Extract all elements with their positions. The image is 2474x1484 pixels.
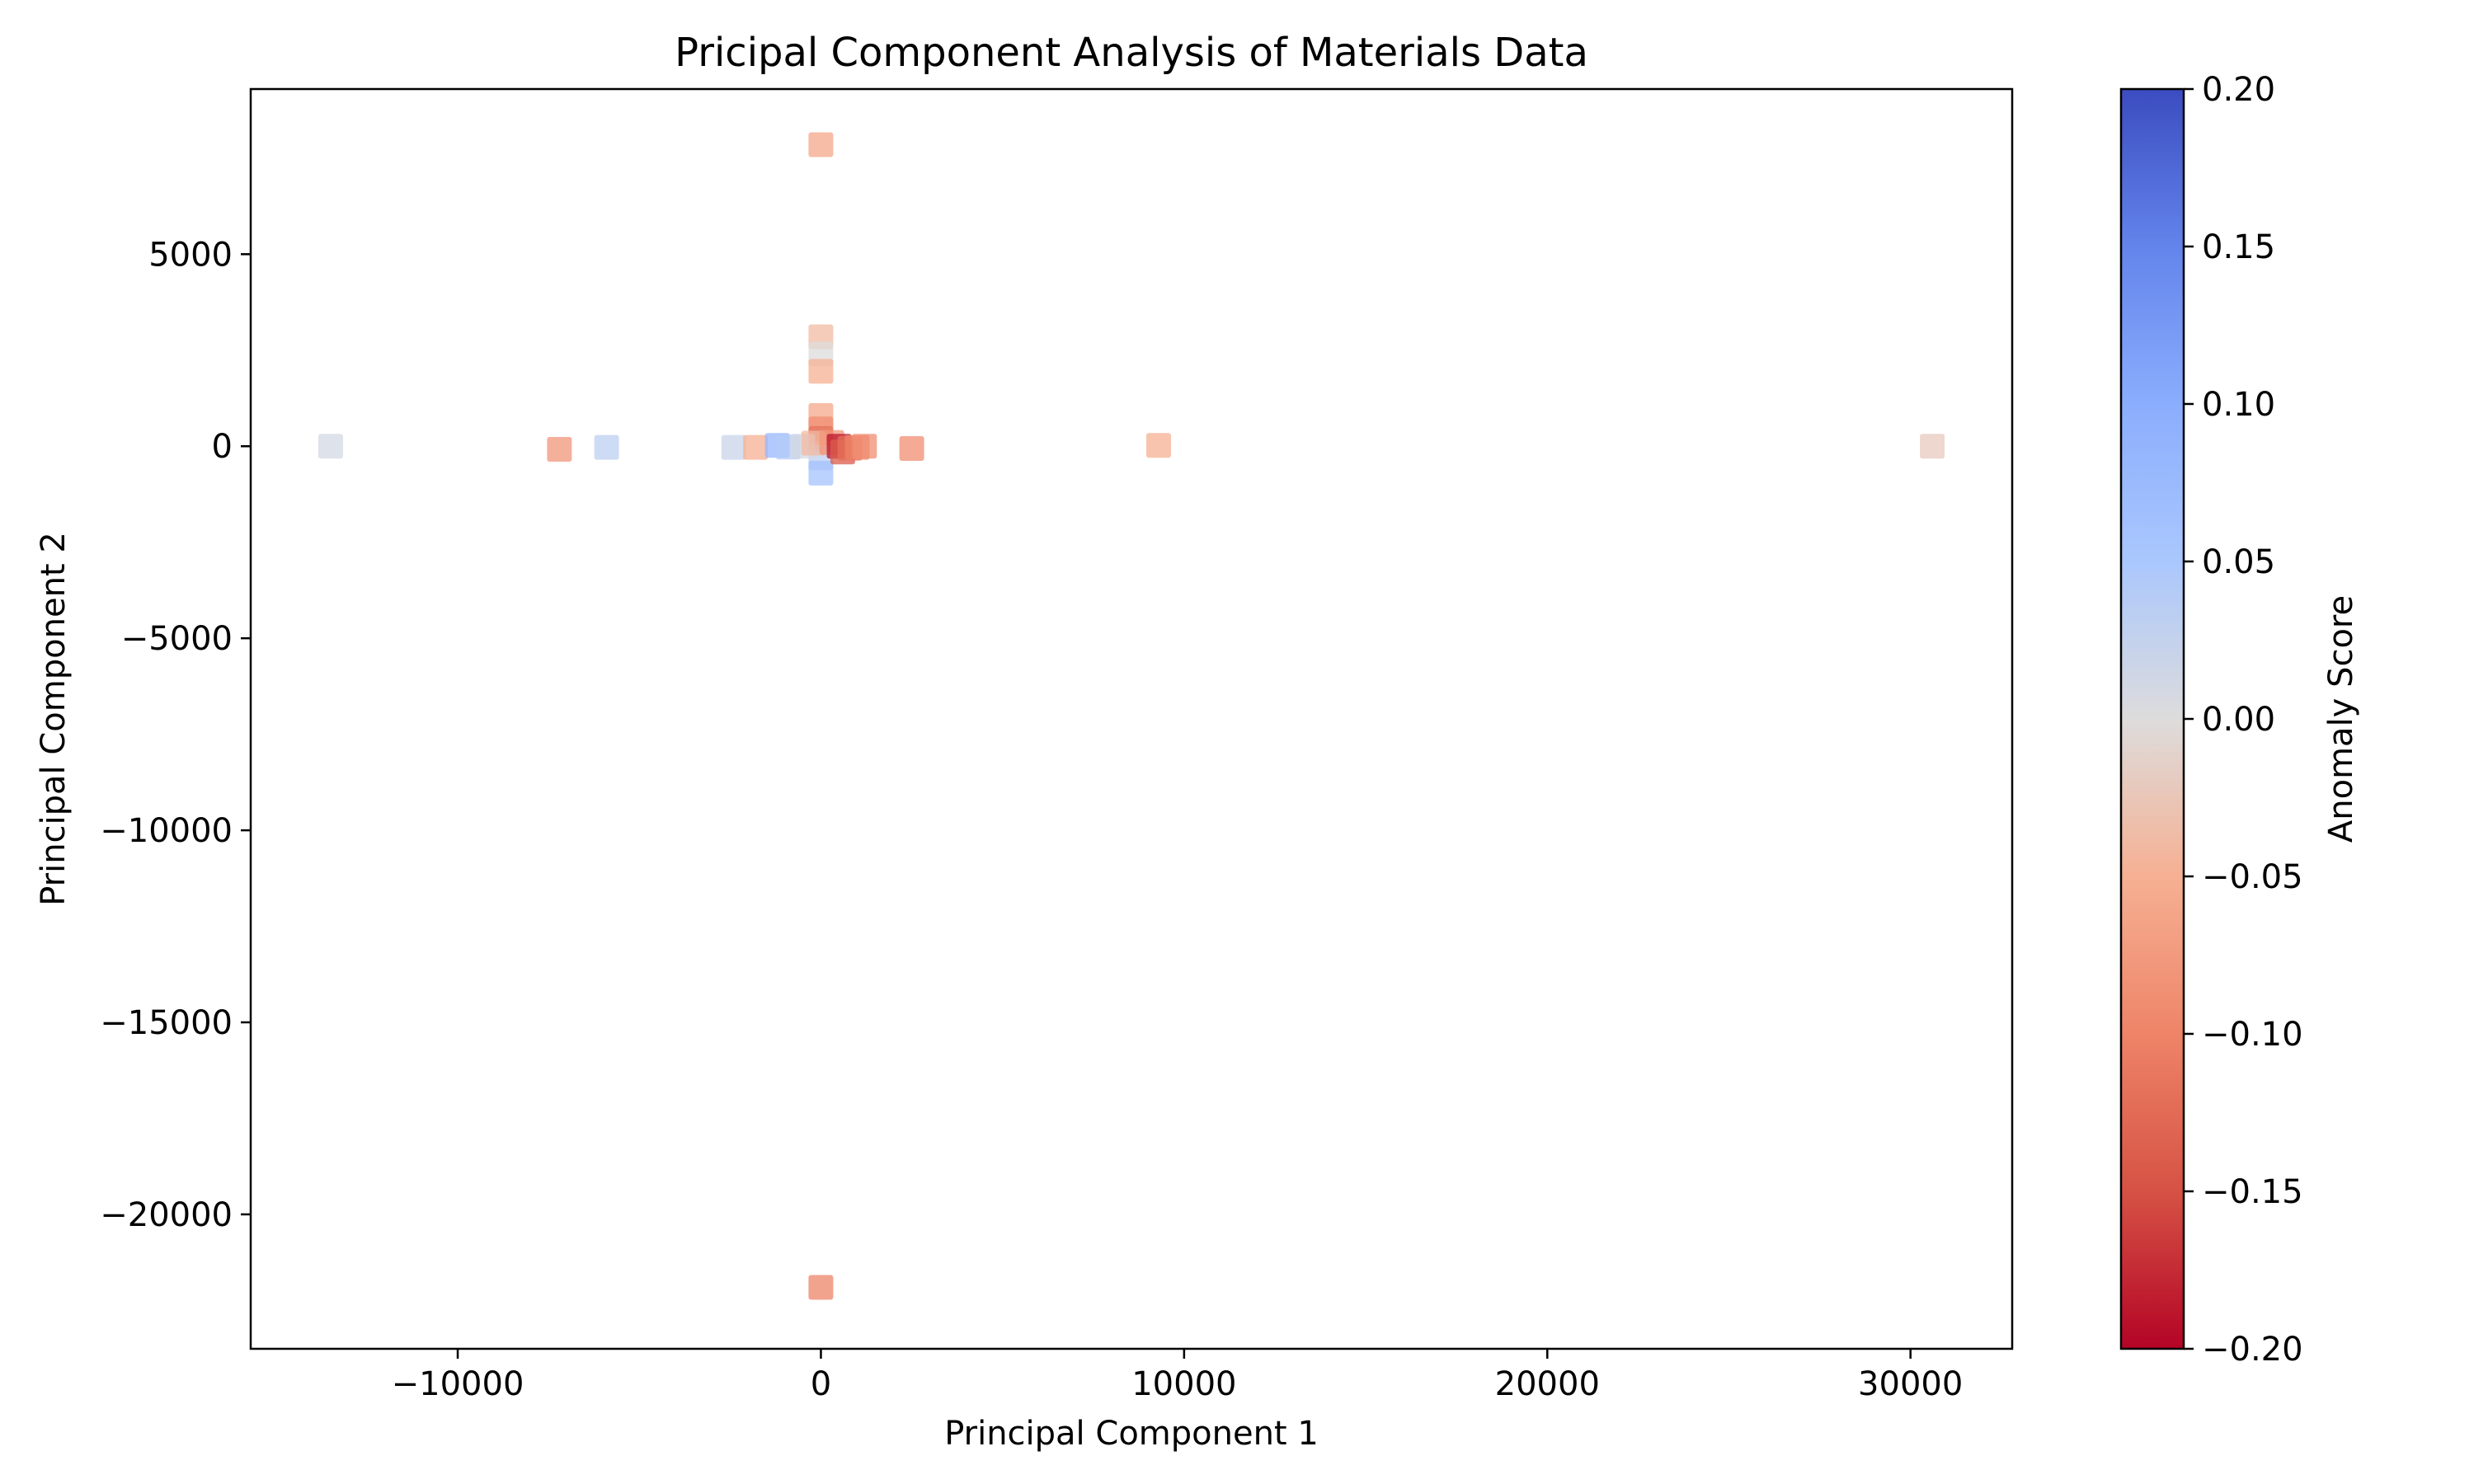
scatter-point [808,132,834,157]
colorbar-tick-label: −0.05 [2202,858,2303,896]
x-tick-label: 0 [811,1365,831,1403]
colorbar-tick-label: −0.10 [2202,1016,2303,1054]
scatter-point [721,434,746,460]
scatter-point [1920,434,1945,459]
y-tick-label: −15000 [100,1004,233,1042]
scatter-point [317,434,343,459]
x-tick-label: 20000 [1495,1365,1600,1403]
colorbar-tick-label: 0.05 [2202,543,2275,581]
chart-title: Pricipal Component Analysis of Materials… [675,30,1588,76]
scatter-point [743,434,769,460]
colorbar-tick-label: −0.15 [2202,1173,2303,1211]
colorbar [2119,87,2185,1350]
x-axis-label: Principal Component 1 [944,1415,1319,1453]
colorbar-axis: 0.20 0.15 0.10 0.05 0.00 −0.05 −0.10 −0.15 −0.20 [2184,71,2303,1369]
colorbar-label: Anomaly Score [2322,595,2360,843]
colorbar-tick-label: −0.20 [2202,1331,2303,1369]
x-tick-label: −10000 [392,1365,524,1403]
y-tick-label: −20000 [100,1196,233,1234]
y-tick-label: 0 [212,428,233,466]
y-tick-label: −10000 [100,812,233,850]
scatter-point [547,437,572,462]
scatter-point [852,434,877,459]
colorbar-tick-label: 0.20 [2202,71,2275,109]
scatter-point [594,434,619,460]
x-tick-label: 10000 [1131,1365,1236,1403]
scatter-point [808,359,834,384]
x-tick-label: 30000 [1858,1365,1963,1403]
y-axis-label: Principal Component 2 [35,532,73,906]
colorbar-tick-label: 0.00 [2202,701,2275,739]
scatter-point [808,1275,834,1300]
y-tick-label: 5000 [148,236,233,274]
scatter-point [899,436,924,461]
scatter-point [1146,433,1171,458]
y-axis: 5000 0 −5000 −10000 −15000 −20000 [100,236,251,1234]
scatter-point [808,460,834,486]
plot-frame [249,87,2014,1350]
colorbar-tick-label: 0.15 [2202,228,2275,266]
x-axis: −10000 0 10000 20000 30000 [392,1349,1963,1403]
points-layer [317,132,1945,1300]
colorbar-tick-label: 0.10 [2202,386,2275,424]
y-tick-label: −5000 [121,620,233,658]
